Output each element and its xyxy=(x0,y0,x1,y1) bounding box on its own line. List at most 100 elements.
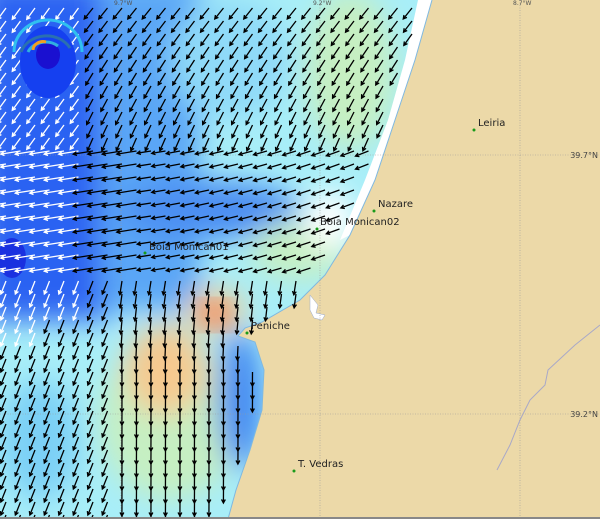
current-arrow-icon xyxy=(194,228,210,234)
current-arrow-icon xyxy=(135,267,152,273)
current-arrow-icon xyxy=(0,345,7,361)
current-arrow-icon xyxy=(317,72,326,87)
lat-label-2: 39.2°N xyxy=(570,410,598,419)
current-arrow-icon xyxy=(0,267,21,274)
current-arrow-icon xyxy=(57,475,65,491)
current-arrow-icon xyxy=(0,267,7,270)
lat-label-1: 39.7°N xyxy=(570,151,598,160)
current-arrow-icon xyxy=(389,59,399,73)
current-arrow-icon xyxy=(375,111,384,126)
current-arrow-icon xyxy=(28,371,36,387)
current-arrow-icon xyxy=(146,280,152,297)
current-arrow-icon xyxy=(42,215,65,222)
current-arrow-icon xyxy=(0,163,7,166)
current-arrow-icon xyxy=(150,163,166,169)
current-arrow-icon xyxy=(86,345,94,361)
current-arrow-icon xyxy=(100,150,123,157)
current-arrow-icon xyxy=(14,488,22,504)
current-arrow-icon xyxy=(158,98,167,113)
current-arrow-icon xyxy=(43,501,51,517)
current-arrow-icon xyxy=(310,228,326,235)
current-arrow-icon xyxy=(237,228,253,235)
current-arrow-icon xyxy=(190,280,196,297)
current-arrow-icon xyxy=(310,150,326,157)
current-arrow-icon xyxy=(71,189,94,196)
current-arrow-icon xyxy=(86,176,108,183)
current-arrow-icon xyxy=(295,202,311,209)
current-arrow-icon xyxy=(245,98,254,113)
current-arrow-icon xyxy=(295,176,311,183)
current-arrow-icon xyxy=(220,488,226,505)
current-arrow-icon xyxy=(0,72,7,84)
current-arrow-icon xyxy=(0,371,7,387)
current-arrow-icon xyxy=(11,72,22,86)
current-arrow-icon xyxy=(273,85,283,100)
place-peniche[interactable]: Peniche xyxy=(245,321,290,335)
current-arrow-icon xyxy=(13,202,36,209)
current-arrow-icon xyxy=(144,124,152,139)
current-arrow-icon xyxy=(325,163,340,171)
current-arrow-icon xyxy=(179,228,195,234)
current-arrow-icon xyxy=(100,98,109,113)
current-arrow-icon xyxy=(28,241,50,248)
current-arrow-icon xyxy=(179,176,195,182)
current-arrow-icon xyxy=(101,384,109,400)
place-leiria[interactable]: Leiria xyxy=(472,118,506,132)
current-arrow-icon xyxy=(388,46,399,60)
current-arrow-icon xyxy=(339,202,355,210)
current-arrow-icon xyxy=(72,436,80,452)
current-arrow-icon xyxy=(114,111,123,126)
current-arrow-icon xyxy=(258,46,268,60)
current-arrow-icon xyxy=(331,72,341,87)
current-arrow-icon xyxy=(281,150,297,157)
current-arrow-icon xyxy=(158,124,167,139)
place-nazare[interactable]: Nazare xyxy=(372,199,414,213)
current-arrow-icon xyxy=(57,228,79,235)
current-arrow-icon xyxy=(345,59,355,73)
current-arrow-icon xyxy=(179,202,195,208)
current-arrow-icon xyxy=(28,150,50,157)
current-arrow-icon xyxy=(161,293,167,310)
current-arrow-icon xyxy=(208,176,224,182)
current-arrow-icon xyxy=(11,85,22,99)
current-arrow-icon xyxy=(187,98,196,113)
current-arrow-icon xyxy=(287,59,297,73)
current-arrow-icon xyxy=(71,254,94,261)
current-arrow-icon xyxy=(28,163,50,170)
current-arrow-icon xyxy=(223,215,239,222)
current-arrow-icon xyxy=(271,7,283,20)
current-arrow-icon xyxy=(332,124,341,139)
current-arrow-icon xyxy=(57,202,79,209)
current-arrow-icon xyxy=(249,319,255,336)
svg-text:Nazare: Nazare xyxy=(378,199,413,210)
place-t-vedras[interactable]: T. Vedras xyxy=(292,459,344,473)
current-arrow-icon xyxy=(214,46,225,60)
current-arrow-icon xyxy=(252,163,268,170)
current-arrow-icon xyxy=(128,59,138,73)
current-arrow-icon xyxy=(150,254,166,260)
current-arrow-icon xyxy=(135,163,152,169)
current-arrow-icon xyxy=(43,293,51,309)
current-arrow-icon xyxy=(72,293,80,309)
place-boia-monican02[interactable]: Boia Monican02 xyxy=(315,217,400,231)
current-arrow-icon xyxy=(100,124,109,139)
current-arrow-icon xyxy=(287,46,297,60)
coastline xyxy=(227,0,433,519)
current-arrow-icon xyxy=(345,46,355,60)
current-arrow-icon xyxy=(346,72,355,87)
current-arrow-icon xyxy=(325,215,340,223)
current-arrow-icon xyxy=(249,397,255,414)
current-arrow-icon xyxy=(72,423,80,439)
current-arrow-icon xyxy=(339,176,355,184)
current-arrow-icon xyxy=(43,449,51,465)
current-arrow-icon xyxy=(115,137,123,153)
current-arrow-icon xyxy=(274,124,283,139)
current-arrow-icon xyxy=(57,501,65,517)
current-arrow-icon xyxy=(14,410,22,426)
current-arrow-icon xyxy=(113,46,123,60)
current-arrow-icon xyxy=(43,423,51,439)
current-arrow-icon xyxy=(147,306,153,323)
place-boia-monican01[interactable]: Boia Monican01 xyxy=(143,242,229,255)
